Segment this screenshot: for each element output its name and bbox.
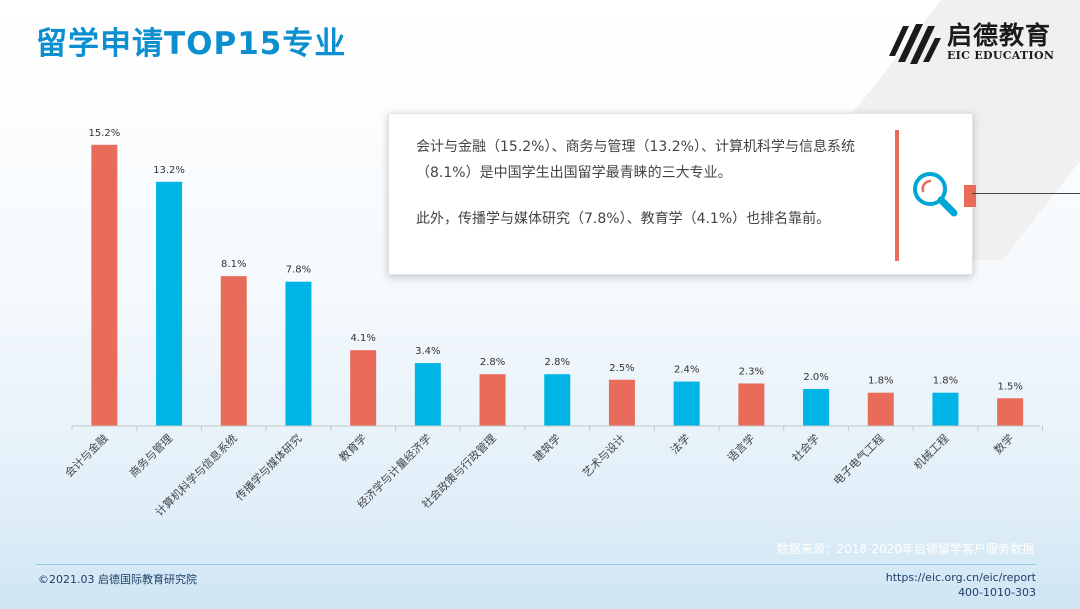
bar-value-label: 4.1% xyxy=(350,333,375,344)
bar xyxy=(997,398,1024,426)
bar xyxy=(350,350,377,426)
bar-value-label: 7.8% xyxy=(286,265,311,276)
bar xyxy=(738,383,765,426)
callout-leader-line xyxy=(972,193,1080,194)
callout-paragraph-2: 此外，传播学与媒体研究（7.8%）、教育学（4.1%）也排名靠前。 xyxy=(416,211,831,227)
bar xyxy=(803,389,830,426)
category-label: 机械工程 xyxy=(911,431,952,472)
bar xyxy=(932,392,959,426)
bar-value-label: 2.4% xyxy=(674,365,699,376)
callout-paragraph-1: 会计与金融（15.2%）、商务与管理（13.2%）、计算机科学与信息系统（8.1… xyxy=(416,139,855,181)
insight-callout: 会计与金融（15.2%）、商务与管理（13.2%）、计算机科学与信息系统（8.1… xyxy=(388,113,976,275)
callout-tab xyxy=(964,185,976,207)
bar-value-label: 1.8% xyxy=(868,376,893,387)
bar-value-label: 2.0% xyxy=(803,372,828,383)
category-label: 教育学 xyxy=(336,431,369,464)
bar-value-label: 15.2% xyxy=(88,128,120,139)
eic-logo: 启德教育 EIC EDUCATION xyxy=(885,16,1055,70)
category-label: 艺术与设计 xyxy=(580,432,628,480)
bar xyxy=(673,381,700,426)
category-label: 数学 xyxy=(991,431,1016,456)
bar xyxy=(220,276,247,426)
footer-phone: 400-1010-303 xyxy=(958,586,1036,599)
eic-logo-icon xyxy=(889,24,941,64)
callout-accent-bar xyxy=(895,130,899,261)
bar-value-label: 3.4% xyxy=(415,346,440,357)
bar xyxy=(608,379,635,426)
bar xyxy=(867,392,894,426)
footer-copyright: ©2021.03 启德国际教育研究院 xyxy=(38,573,197,586)
category-label: 传播学与媒体研究 xyxy=(232,431,304,503)
bar-value-label: 8.1% xyxy=(221,259,246,270)
logo-name-en: EIC EDUCATION xyxy=(947,49,1055,62)
bar xyxy=(156,181,183,426)
magnifier-icon xyxy=(913,172,958,217)
bar-value-label: 2.8% xyxy=(545,357,570,368)
category-label: 建筑学 xyxy=(530,431,563,464)
category-label: 法学 xyxy=(667,431,692,456)
category-label: 语言学 xyxy=(724,431,757,464)
footer-divider xyxy=(36,564,1036,565)
category-label: 电子电气工程 xyxy=(830,431,887,488)
category-label: 社会学 xyxy=(789,431,822,464)
bar xyxy=(414,363,441,426)
bar xyxy=(285,281,312,426)
bar-value-label: 2.8% xyxy=(480,357,505,368)
bar xyxy=(91,144,118,427)
page-title: 留学申请TOP15专业 xyxy=(36,26,347,62)
footer-url[interactable]: https://eic.org.cn/eic/report xyxy=(885,571,1036,584)
bar-value-label: 1.5% xyxy=(997,381,1022,392)
logo-name-cn: 启德教育 xyxy=(947,21,1052,50)
bar-value-label: 2.5% xyxy=(609,363,634,374)
bar-value-label: 2.3% xyxy=(739,366,764,377)
bar-value-label: 1.8% xyxy=(933,376,958,387)
category-label: 商务与管理 xyxy=(126,431,175,480)
bar-value-label: 13.2% xyxy=(153,165,185,176)
data-source: 数据来源：2018-2020年启德留学客户服务数据 xyxy=(776,542,1034,556)
bar xyxy=(479,374,506,426)
category-label: 会计与金融 xyxy=(62,431,111,480)
bar xyxy=(544,374,571,426)
